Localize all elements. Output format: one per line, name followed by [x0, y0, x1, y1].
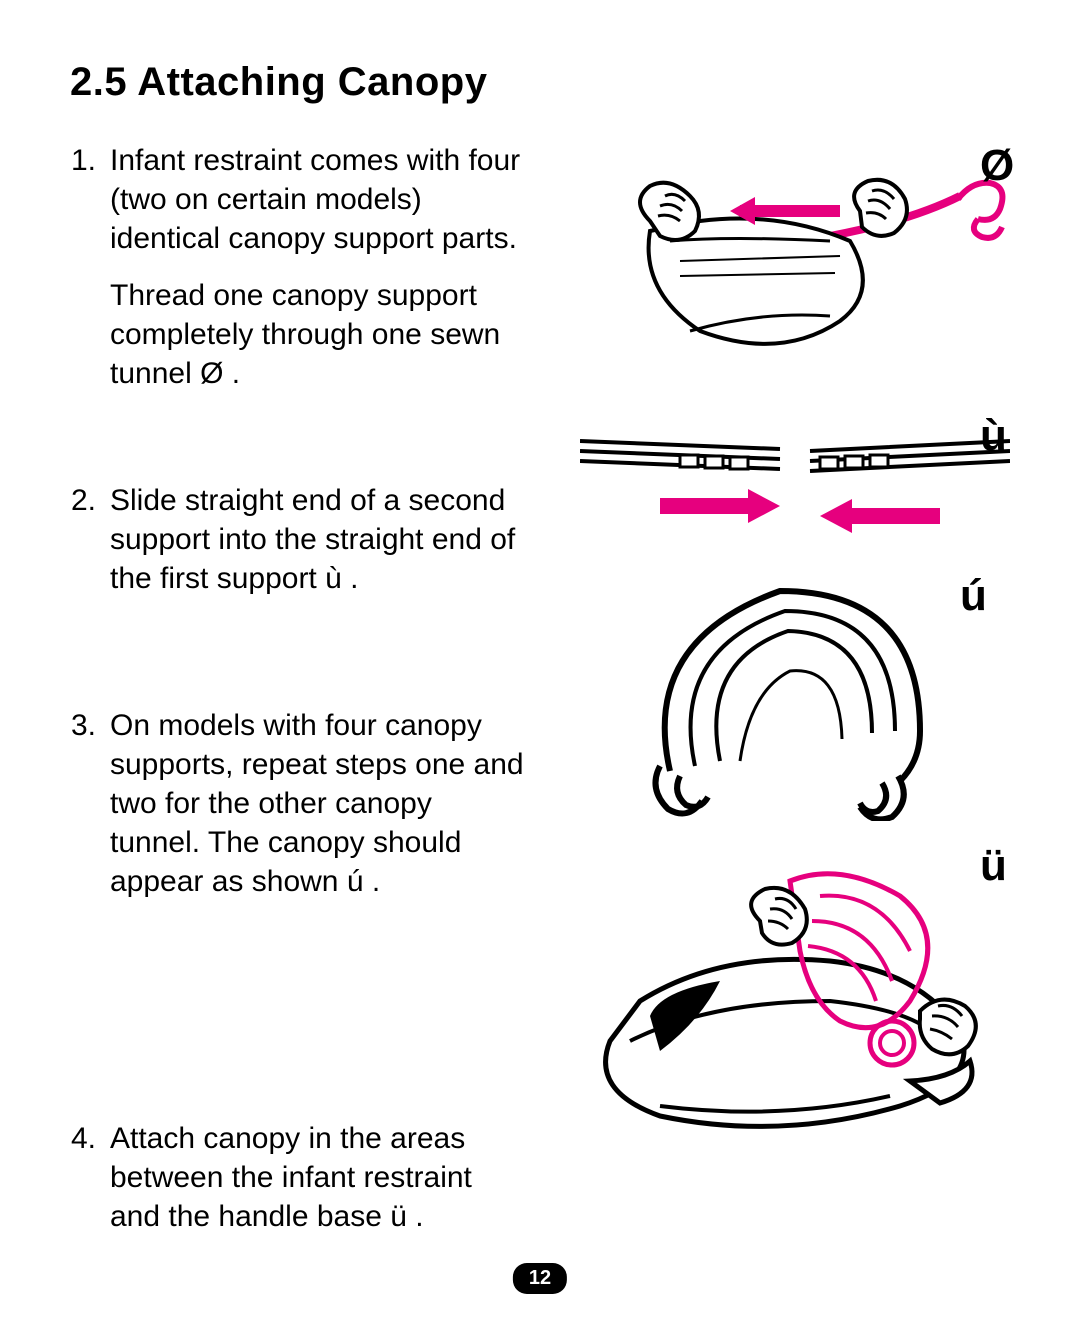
- step-body: On models with four canopy supports, rep…: [110, 706, 530, 919]
- canopy-thread-illustration: [580, 141, 1010, 371]
- step-body: Slide straight end of a second support i…: [110, 481, 530, 616]
- canopy-assembled-illustration: [580, 561, 1010, 821]
- figure-3: ú: [580, 561, 1010, 821]
- step-text: Infant restraint comes with four (two on…: [110, 141, 530, 258]
- step-text: On models with four canopy supports, rep…: [110, 706, 530, 901]
- step-number: 2.: [70, 481, 96, 616]
- step-body: Attach canopy in the areas between the i…: [110, 1119, 530, 1254]
- figure-2: ù: [580, 411, 1010, 541]
- figure-label: ü: [980, 841, 1007, 891]
- section-heading: 2.5 Attaching Canopy: [70, 60, 1010, 105]
- text-column: 1. Infant restraint comes with four (two…: [70, 141, 530, 1284]
- figure-label: ú: [960, 571, 987, 621]
- step-number: 1.: [70, 141, 96, 411]
- support-join-illustration: [580, 411, 1010, 541]
- step-4: 4. Attach canopy in the areas between th…: [70, 1119, 530, 1254]
- manual-page: 2.5 Attaching Canopy 1. Infant restraint…: [0, 0, 1080, 1334]
- page-number: 12: [513, 1263, 567, 1294]
- figure-column: Ø: [550, 141, 1010, 1284]
- figure-4: ü: [580, 841, 1010, 1131]
- step-text: Thread one canopy support completely thr…: [110, 276, 530, 393]
- step-1: 1. Infant restraint comes with four (two…: [70, 141, 530, 411]
- step-body: Infant restraint comes with four (two on…: [110, 141, 530, 411]
- canopy-attach-illustration: [580, 841, 1010, 1131]
- step-text: Attach canopy in the areas between the i…: [110, 1119, 530, 1236]
- step-3: 3. On models with four canopy supports, …: [70, 706, 530, 919]
- step-text: Slide straight end of a second support i…: [110, 481, 530, 598]
- step-number: 4.: [70, 1119, 96, 1254]
- figure-1: Ø: [580, 141, 1010, 371]
- figure-label: ù: [980, 411, 1007, 461]
- figure-label: Ø: [980, 141, 1014, 191]
- content-row: 1. Infant restraint comes with four (two…: [70, 141, 1010, 1284]
- step-2: 2. Slide straight end of a second suppor…: [70, 481, 530, 616]
- step-number: 3.: [70, 706, 96, 919]
